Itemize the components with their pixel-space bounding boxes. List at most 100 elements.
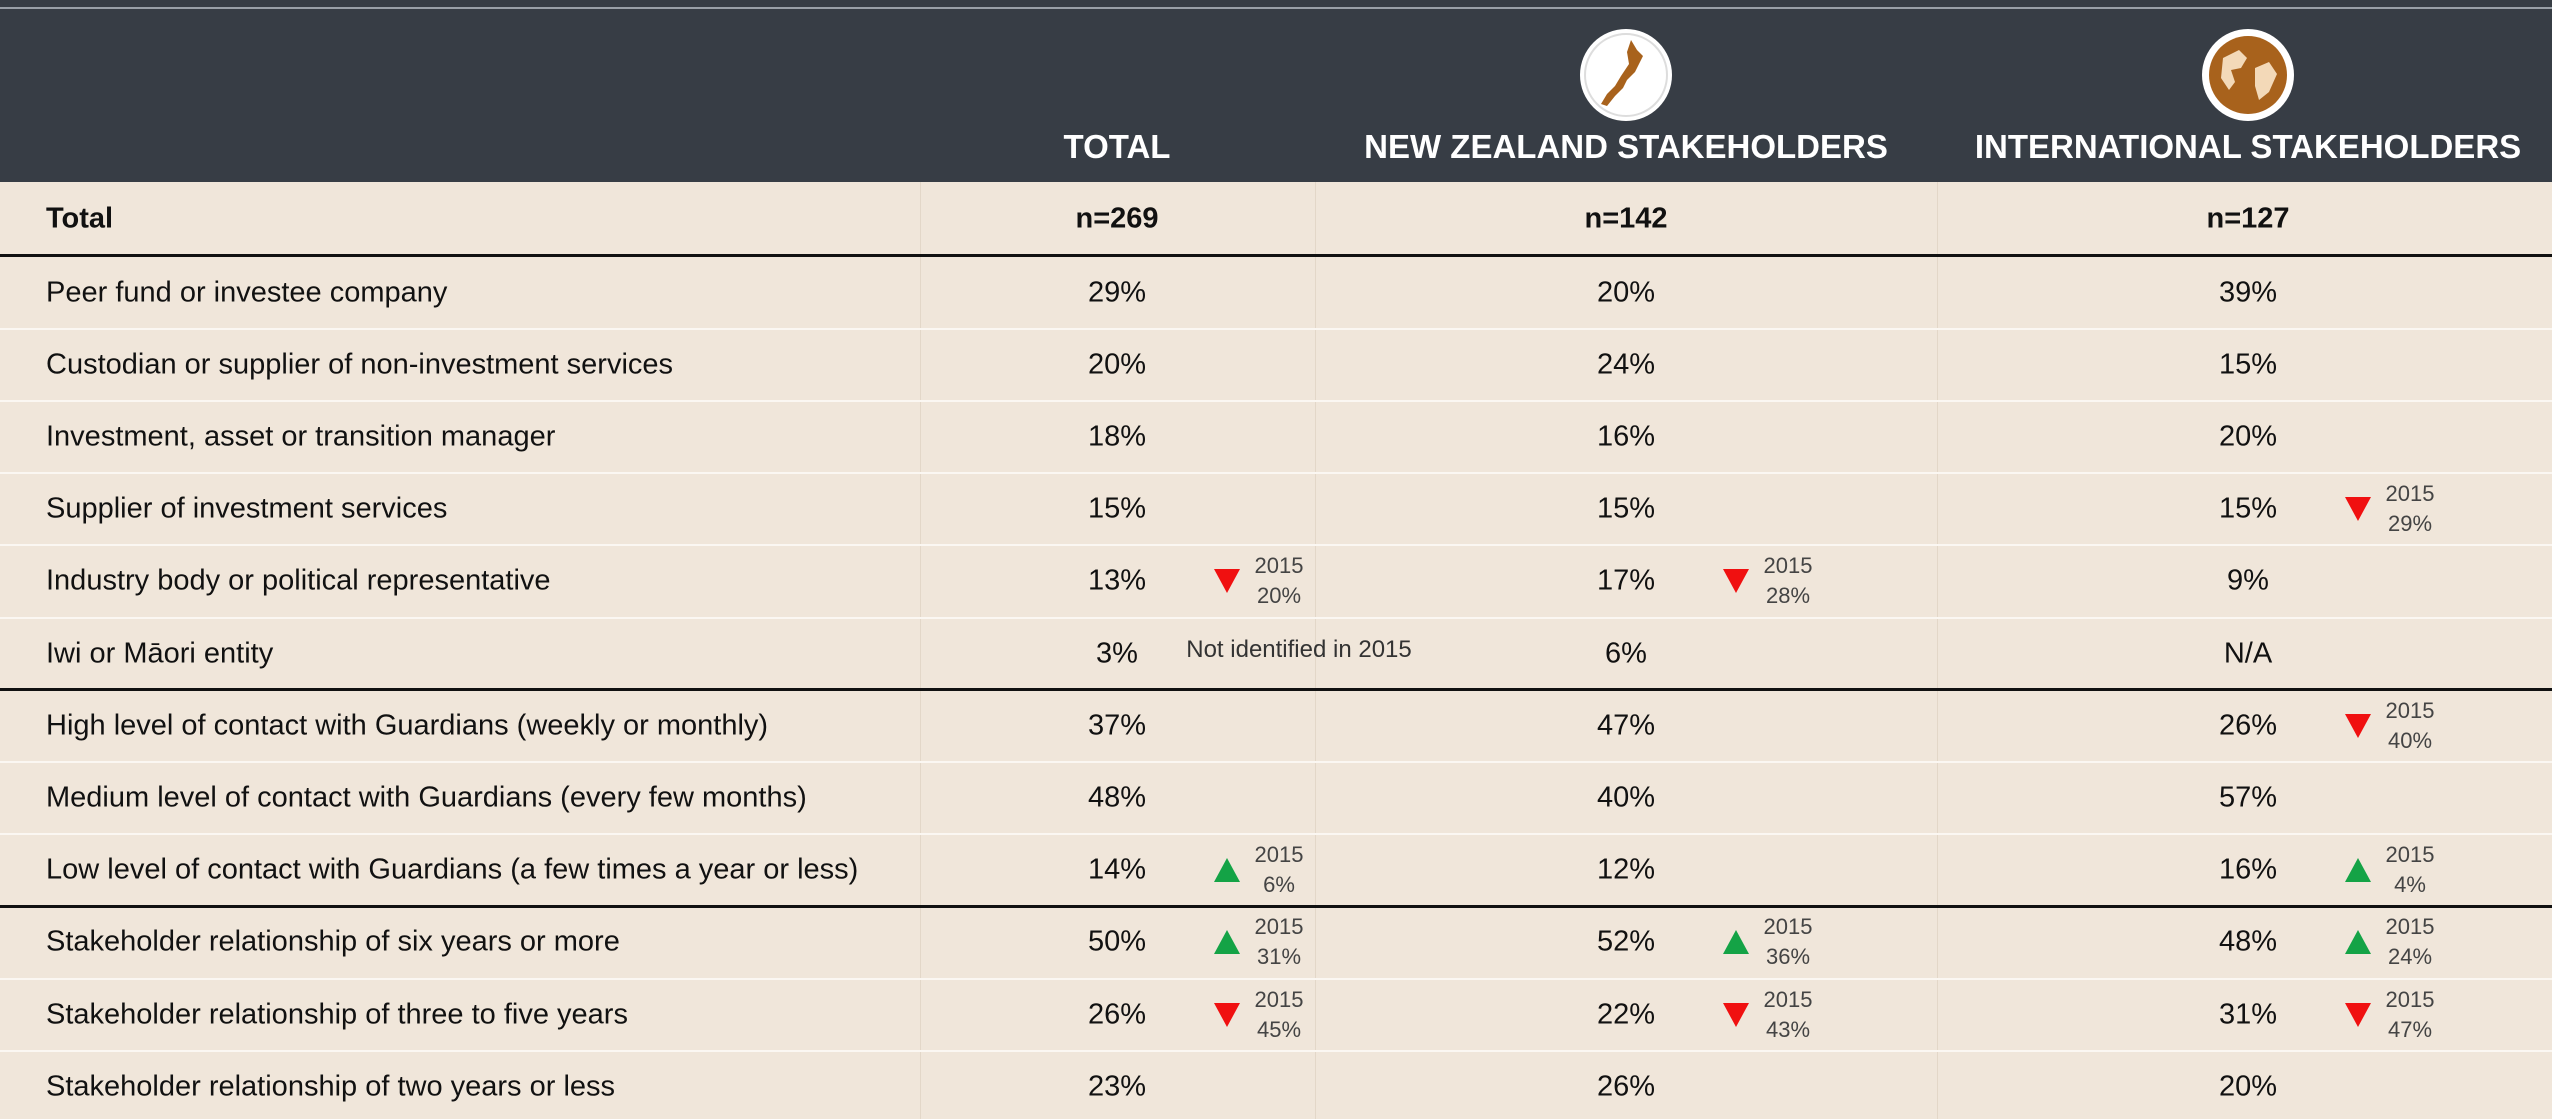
change-year: 2015 bbox=[2385, 842, 2435, 868]
cell: 15% bbox=[1087, 492, 1147, 525]
cell: 20% bbox=[2218, 420, 2278, 453]
change-year: 2015 bbox=[1254, 986, 1304, 1012]
row-label: Investment, asset or transition manager bbox=[46, 420, 556, 453]
cell: 24% bbox=[1596, 348, 1656, 381]
column-header: NEW ZEALAND STAKEHOLDERS bbox=[1364, 128, 1888, 165]
row-separator bbox=[0, 1049, 2552, 1052]
row-label: Total bbox=[46, 202, 114, 235]
change-year: 2015 bbox=[1763, 986, 1813, 1012]
cell: 6% bbox=[1605, 637, 1647, 670]
change-value: 45% bbox=[1256, 1016, 1302, 1042]
cell: n=127 bbox=[2206, 202, 2290, 235]
column-separator bbox=[1937, 182, 1938, 1119]
change-note: 2015 45% bbox=[1255, 985, 1304, 1045]
change-value: 47% bbox=[2387, 1016, 2433, 1042]
cell: 47% bbox=[1596, 709, 1656, 742]
arrow-up bbox=[2345, 858, 2371, 883]
cell: 15% bbox=[2218, 492, 2278, 525]
cell: 29% bbox=[1087, 276, 1147, 309]
change-value: 28% bbox=[1765, 583, 1811, 609]
change-note: 2015 40% bbox=[2386, 696, 2435, 756]
cell: 57% bbox=[2218, 781, 2278, 814]
cell: 23% bbox=[1087, 1070, 1147, 1103]
row-separator bbox=[0, 544, 2552, 547]
cell: 26% bbox=[1087, 998, 1147, 1031]
arrow-down bbox=[1723, 569, 1749, 594]
change-value: 31% bbox=[1256, 944, 1302, 970]
header-bar: TOTAL NEW ZEALAND STAKEHOLDERS INTERNATI… bbox=[0, 0, 2552, 182]
row-label: Stakeholder relationship of three to fiv… bbox=[46, 998, 628, 1031]
cell: 48% bbox=[1087, 781, 1147, 814]
arrow-up bbox=[2345, 930, 2371, 955]
row-separator bbox=[0, 472, 2552, 475]
cell: 31% bbox=[2218, 998, 2278, 1031]
row-separator bbox=[0, 760, 2552, 763]
row-label: Medium level of contact with Guardians (… bbox=[46, 781, 807, 814]
cell: 26% bbox=[2218, 709, 2278, 742]
arrow-up bbox=[1214, 930, 1240, 955]
change-note: 2015 20% bbox=[1255, 551, 1304, 611]
cell: 52% bbox=[1596, 925, 1656, 958]
change-value: 29% bbox=[2387, 511, 2433, 537]
cell: 15% bbox=[2218, 348, 2278, 381]
group-rule bbox=[0, 688, 2552, 692]
change-year: 2015 bbox=[2385, 697, 2435, 723]
column-separator bbox=[1315, 182, 1316, 1119]
change-value: 4% bbox=[2394, 872, 2426, 898]
row-label: Industry body or political representativ… bbox=[46, 564, 551, 597]
change-value: 43% bbox=[1765, 1016, 1811, 1042]
cell: 39% bbox=[2218, 276, 2278, 309]
arrow-down bbox=[2345, 1002, 2371, 1027]
change-note: 2015 28% bbox=[1764, 551, 1813, 611]
group-rule bbox=[0, 254, 2552, 257]
cell: n=269 bbox=[1075, 202, 1159, 235]
change-year: 2015 bbox=[1254, 842, 1304, 868]
cell: 40% bbox=[1596, 781, 1656, 814]
column-separator bbox=[920, 182, 921, 1119]
cell: 18% bbox=[1087, 420, 1147, 453]
arrow-down bbox=[1723, 1002, 1749, 1027]
cell: 26% bbox=[1596, 1070, 1656, 1103]
row-label: Stakeholder relationship of six years or… bbox=[46, 925, 620, 958]
change-value: 24% bbox=[2387, 944, 2433, 970]
change-note: 2015 36% bbox=[1764, 912, 1813, 972]
cell: 13% bbox=[1087, 564, 1147, 597]
row-separator bbox=[0, 833, 2552, 836]
row-separator bbox=[0, 327, 2552, 330]
row-label: Stakeholder relationship of two years or… bbox=[46, 1070, 616, 1103]
row-label: Supplier of investment services bbox=[46, 492, 448, 525]
cell: 14% bbox=[1087, 853, 1147, 886]
change-note: 2015 6% bbox=[1255, 840, 1304, 900]
nz-icon bbox=[1580, 29, 1672, 121]
change-value: 6% bbox=[1263, 872, 1295, 898]
cell: 12% bbox=[1596, 853, 1656, 886]
arrow-up bbox=[1723, 930, 1749, 955]
cell: 37% bbox=[1087, 709, 1147, 742]
change-note: 2015 29% bbox=[2386, 479, 2435, 539]
cell: 16% bbox=[2218, 853, 2278, 886]
change-year: 2015 bbox=[1254, 553, 1304, 579]
change-year: 2015 bbox=[2385, 914, 2435, 940]
change-year: 2015 bbox=[1763, 553, 1813, 579]
cell: 48% bbox=[2218, 925, 2278, 958]
change-note: 2015 47% bbox=[2386, 985, 2435, 1045]
arrow-down bbox=[1214, 1002, 1240, 1027]
arrow-up bbox=[1214, 858, 1240, 883]
change-year: 2015 bbox=[1763, 914, 1813, 940]
change-value: 40% bbox=[2387, 727, 2433, 753]
row-separator bbox=[0, 977, 2552, 980]
change-note: 2015 31% bbox=[1255, 912, 1304, 972]
cell: 3% bbox=[1096, 637, 1138, 670]
change-year: 2015 bbox=[1254, 914, 1304, 940]
cell: 50% bbox=[1087, 925, 1147, 958]
arrow-down bbox=[1214, 569, 1240, 594]
cell-note: Not identified in 2015 bbox=[1186, 635, 1412, 663]
column-header: INTERNATIONAL STAKEHOLDERS bbox=[1974, 128, 2522, 165]
change-value: 36% bbox=[1765, 944, 1811, 970]
change-year: 2015 bbox=[2385, 986, 2435, 1012]
row-label: Peer fund or investee company bbox=[46, 276, 448, 309]
cell: 15% bbox=[1596, 492, 1656, 525]
row-separator bbox=[0, 399, 2552, 402]
cell: N/A bbox=[2223, 637, 2273, 670]
group-rule bbox=[0, 904, 2552, 908]
